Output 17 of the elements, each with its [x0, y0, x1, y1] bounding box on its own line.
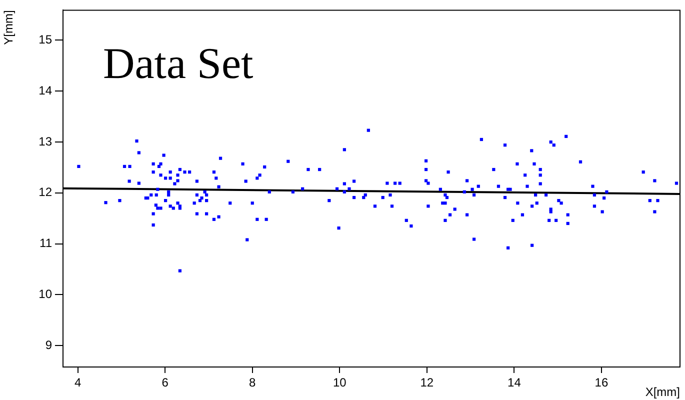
x-tick-label: 16 — [594, 376, 608, 390]
y-axis-title: Y[mm] — [2, 10, 16, 45]
y-tick-label: 9 — [45, 338, 52, 352]
x-tick-label: 12 — [420, 376, 434, 390]
x-tick-label: 6 — [162, 376, 169, 390]
text: Data Set — [103, 39, 254, 88]
y-tick-label: 11 — [40, 236, 52, 250]
y-tick-label: 15 — [38, 32, 52, 47]
x-tick-label: 10 — [332, 376, 347, 390]
y-tick-label: 13 — [38, 134, 52, 148]
x-tick-label: 4 — [74, 376, 82, 390]
x-tick-label: 14 — [508, 376, 522, 390]
y-tick-label: 10 — [38, 287, 52, 302]
y-tick-label: 12 — [38, 185, 52, 200]
x-tick-label: 8 — [249, 376, 256, 390]
x-axis-title: X[mm] — [645, 385, 680, 400]
y-tick-label: 14 — [38, 83, 52, 98]
